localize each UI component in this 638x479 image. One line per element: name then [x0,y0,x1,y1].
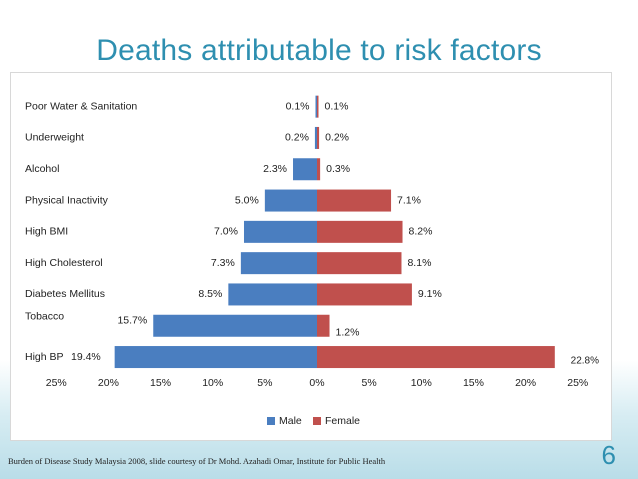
female-bar [317,283,412,306]
male-bar [114,346,318,369]
x-tick-label: 25% [567,377,588,389]
male-value-label: 0.2% [285,132,309,144]
male-bar [315,95,317,118]
female-value-label: 0.1% [325,100,349,112]
legend-swatch-male [267,417,275,425]
butterfly-bar-chart: Poor Water & Sanitation 0.1% 0.1% Underweig… [25,95,599,427]
male-bar [153,314,317,337]
x-tick-label: 5% [257,377,272,389]
male-bar [264,189,317,212]
male-bar [228,283,317,306]
male-bar [243,220,317,243]
category-label: High BMI [25,226,68,238]
female-bar [317,346,555,369]
male-bar [240,252,317,275]
category-label: Physical Inactivity [25,194,109,206]
legend-swatch-female [313,417,321,425]
category-label: Poor Water & Sanitation [25,100,137,112]
legend-label-female: Female [325,415,360,427]
male-bar [314,126,317,149]
category-label: Diabetes Mellitus [25,288,105,300]
x-tick-label: 5% [362,377,377,389]
category-label: High BP [25,351,64,363]
female-value-label: 0.3% [326,163,350,175]
female-bar [317,126,320,149]
female-value-label: 1.2% [336,327,360,339]
category-label: High Cholesterol [25,257,103,269]
x-tick-label: 20% [98,377,119,389]
female-bar [317,252,402,275]
female-value-label: 7.1% [397,194,421,206]
female-value-label: 8.1% [407,257,431,269]
category-label: Tobacco [25,311,64,323]
female-bar [317,220,403,243]
chart-panel: Poor Water & Sanitation 0.1% 0.1% Underweig… [10,72,612,441]
male-value-label: 8.5% [198,288,222,300]
male-value-label: 0.1% [286,100,310,112]
source-citation: Burden of Disease Study Malaysia 2008, s… [8,456,386,466]
male-value-label: 2.3% [263,163,287,175]
female-bar [317,314,330,337]
male-value-label: 7.3% [211,257,235,269]
x-tick-label: 25% [46,377,67,389]
female-value-label: 22.8% [571,356,599,367]
category-label: Underweight [25,132,84,144]
female-value-label: 0.2% [325,132,349,144]
x-tick-label: 15% [463,377,484,389]
female-bar [317,158,321,181]
male-value-label: 7.0% [214,226,238,238]
female-value-label: 9.1% [418,288,442,300]
category-label: Alcohol [25,163,59,175]
female-value-label: 8.2% [409,226,433,238]
x-tick-label: 20% [515,377,536,389]
male-value-label: 5.0% [235,194,259,206]
male-bar [293,158,317,181]
female-bar [317,189,392,212]
male-value-label: 19.4% [71,351,101,363]
x-tick-label: 10% [411,377,432,389]
slide-title: Deaths attributable to risk factors [96,34,542,67]
female-bar [317,95,319,118]
slide-number: 6 [601,440,616,470]
x-tick-label: 15% [150,377,171,389]
male-value-label: 15.7% [117,315,147,327]
x-tick-label: 10% [202,377,223,389]
legend-label-male: Male [279,415,302,427]
x-tick-label: 0% [309,377,324,389]
